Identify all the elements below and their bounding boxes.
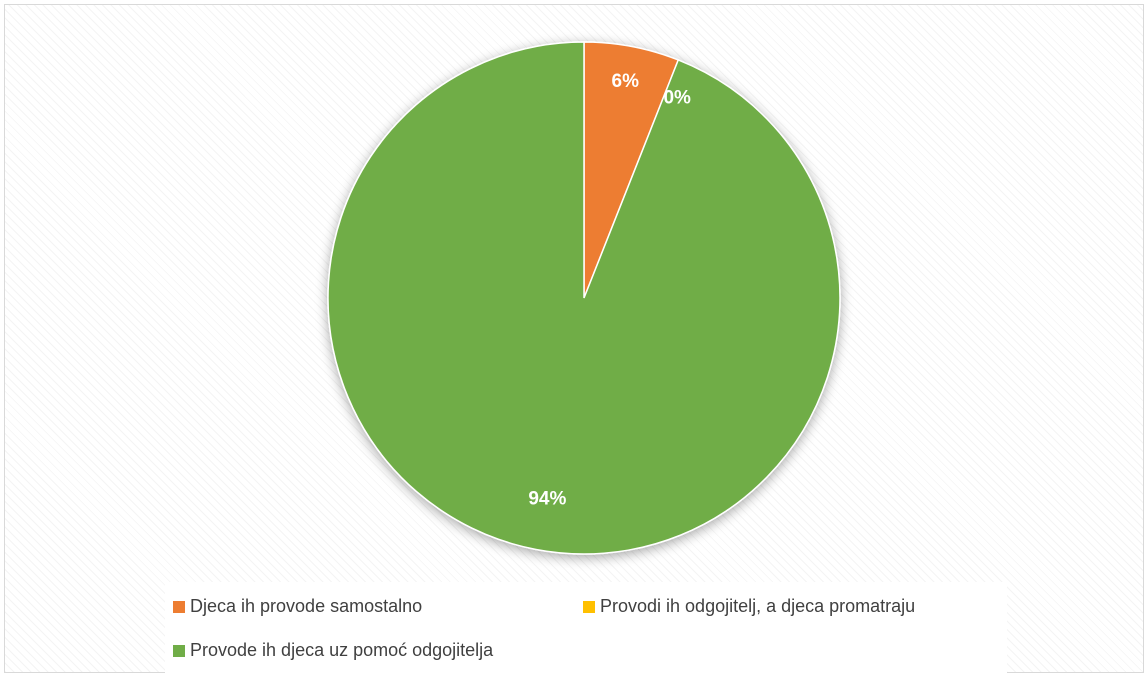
slice-data-label-0: 6% <box>612 71 640 92</box>
legend-label: Provodi ih odgojitelj, a djeca promatraj… <box>600 596 916 616</box>
legend-item-samostalno: Djeca ih provode samostalno <box>173 596 422 617</box>
legend-swatch-green <box>173 644 185 657</box>
legend-label: Djeca ih provode samostalno <box>190 596 423 616</box>
legend: Djeca ih provode samostalno Provodi ih o… <box>165 582 1007 674</box>
legend-label: Provode ih djeca uz pomoć odgojitelja <box>190 640 494 660</box>
legend-swatch-yellow <box>583 600 595 613</box>
slice-data-label-2: 94% <box>528 489 566 510</box>
slice-data-label-1: 0% <box>663 88 691 109</box>
legend-item-uz-pomoc: Provode ih djeca uz pomoć odgojitelja <box>173 640 493 661</box>
legend-item-promatraju: Provodi ih odgojitelj, a djeca promatraj… <box>583 596 915 617</box>
legend-swatch-orange <box>173 600 185 613</box>
pie-slice-2 <box>327 41 841 555</box>
